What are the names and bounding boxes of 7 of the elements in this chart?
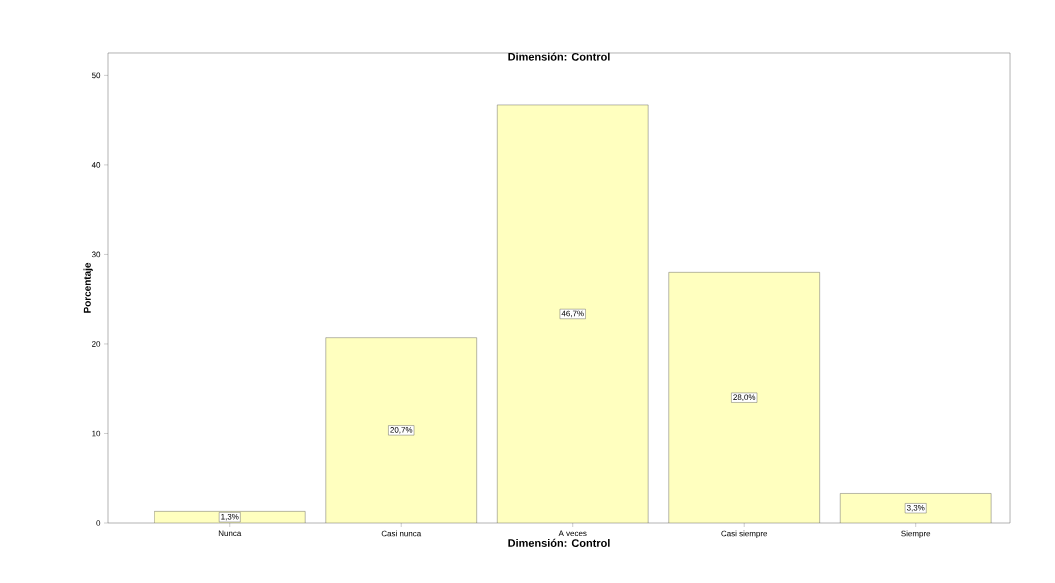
bar: [325, 337, 477, 523]
chart-title: Dimensión: Control: [508, 52, 610, 61]
bar: [668, 272, 820, 523]
x-axis-title: Dimensión: Control: [508, 538, 610, 547]
y-axis-title: Porcentaje: [83, 262, 93, 313]
bar: [840, 493, 992, 523]
bar: [497, 104, 649, 523]
